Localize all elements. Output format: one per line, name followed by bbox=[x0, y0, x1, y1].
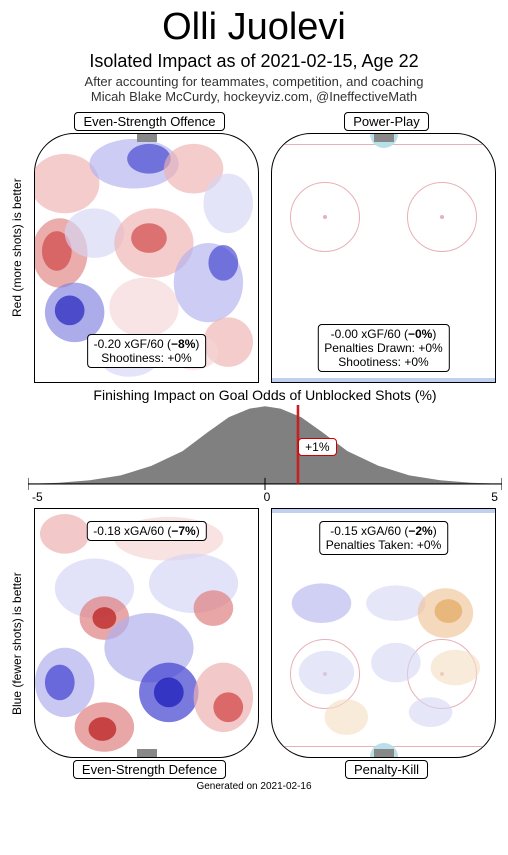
panel-pp-label: Power-Play bbox=[344, 112, 428, 131]
panel-eso-label: Even-Strength Offence bbox=[74, 112, 224, 131]
ylabel-defence: Blue (fewer shots) is better bbox=[6, 508, 28, 779]
methodology-note: After accounting for teammates, competit… bbox=[6, 74, 502, 89]
player-name: Olli Juolevi bbox=[6, 6, 502, 49]
panel-esd-label: Even-Strength Defence bbox=[73, 760, 226, 779]
heatmap-esd bbox=[35, 509, 258, 757]
bottom-row: Blue (fewer shots) is better bbox=[6, 508, 502, 779]
faceoff-circle-icon bbox=[290, 182, 360, 252]
attribution: Micah Blake McCurdy, hockeyviz.com, @Ine… bbox=[6, 89, 502, 104]
goal-icon bbox=[374, 134, 394, 142]
statbox-pp: -0.00 xGF/60 (−0%) Penalties Drawn: +0% … bbox=[317, 324, 449, 372]
distribution-chart: +1% bbox=[28, 405, 502, 490]
distribution-curve bbox=[28, 406, 502, 484]
rink-eso: -0.20 xGF/60 (−8%) Shootiness: +0% bbox=[34, 133, 259, 383]
top-row: Red (more shots) is better Even-Strength… bbox=[6, 112, 502, 383]
blueline-icon bbox=[272, 378, 495, 382]
goal-icon bbox=[137, 134, 157, 142]
ylabel-offence: Red (more shots) is better bbox=[6, 112, 28, 383]
rink-pk: -0.15 xGA/60 (−2%) Penalties Taken: +0% bbox=[271, 508, 496, 758]
goal-icon bbox=[137, 749, 157, 757]
faceoff-circle-icon bbox=[407, 182, 477, 252]
finishing-distribution: Finishing Impact on Goal Odds of Unblock… bbox=[28, 387, 502, 504]
rink-esd: -0.18 xGA/60 (−7%) bbox=[34, 508, 259, 758]
panel-pk: -0.15 xGA/60 (−2%) Penalties Taken: +0% … bbox=[271, 508, 502, 779]
panel-eso: Even-Strength Offence bbox=[34, 112, 265, 383]
rink-pp: -0.00 xGF/60 (−0%) Penalties Drawn: +0% … bbox=[271, 133, 496, 383]
panel-pk-label: Penalty-Kill bbox=[345, 760, 428, 779]
subtitle: Isolated Impact as of 2021-02-15, Age 22 bbox=[6, 51, 502, 72]
panel-pp: Power-Play -0.00 xGF/60 (−0%) Penalties … bbox=[271, 112, 502, 383]
statbox-eso: -0.20 xGF/60 (−8%) Shootiness: +0% bbox=[87, 334, 207, 368]
statbox-pk: -0.15 xGA/60 (−2%) Penalties Taken: +0% bbox=[319, 521, 449, 555]
panel-esd: -0.18 xGA/60 (−7%) Even-Strength Defence bbox=[34, 508, 265, 779]
x-axis-ticks: -5 0 5 bbox=[28, 490, 502, 504]
finishing-title: Finishing Impact on Goal Odds of Unblock… bbox=[28, 387, 502, 403]
finishing-badge: +1% bbox=[298, 438, 336, 456]
statbox-esd: -0.18 xGA/60 (−7%) bbox=[86, 521, 206, 541]
generated-date: Generated on 2021-02-16 bbox=[6, 781, 502, 792]
chart-container: Olli Juolevi Isolated Impact as of 2021-… bbox=[0, 0, 508, 798]
